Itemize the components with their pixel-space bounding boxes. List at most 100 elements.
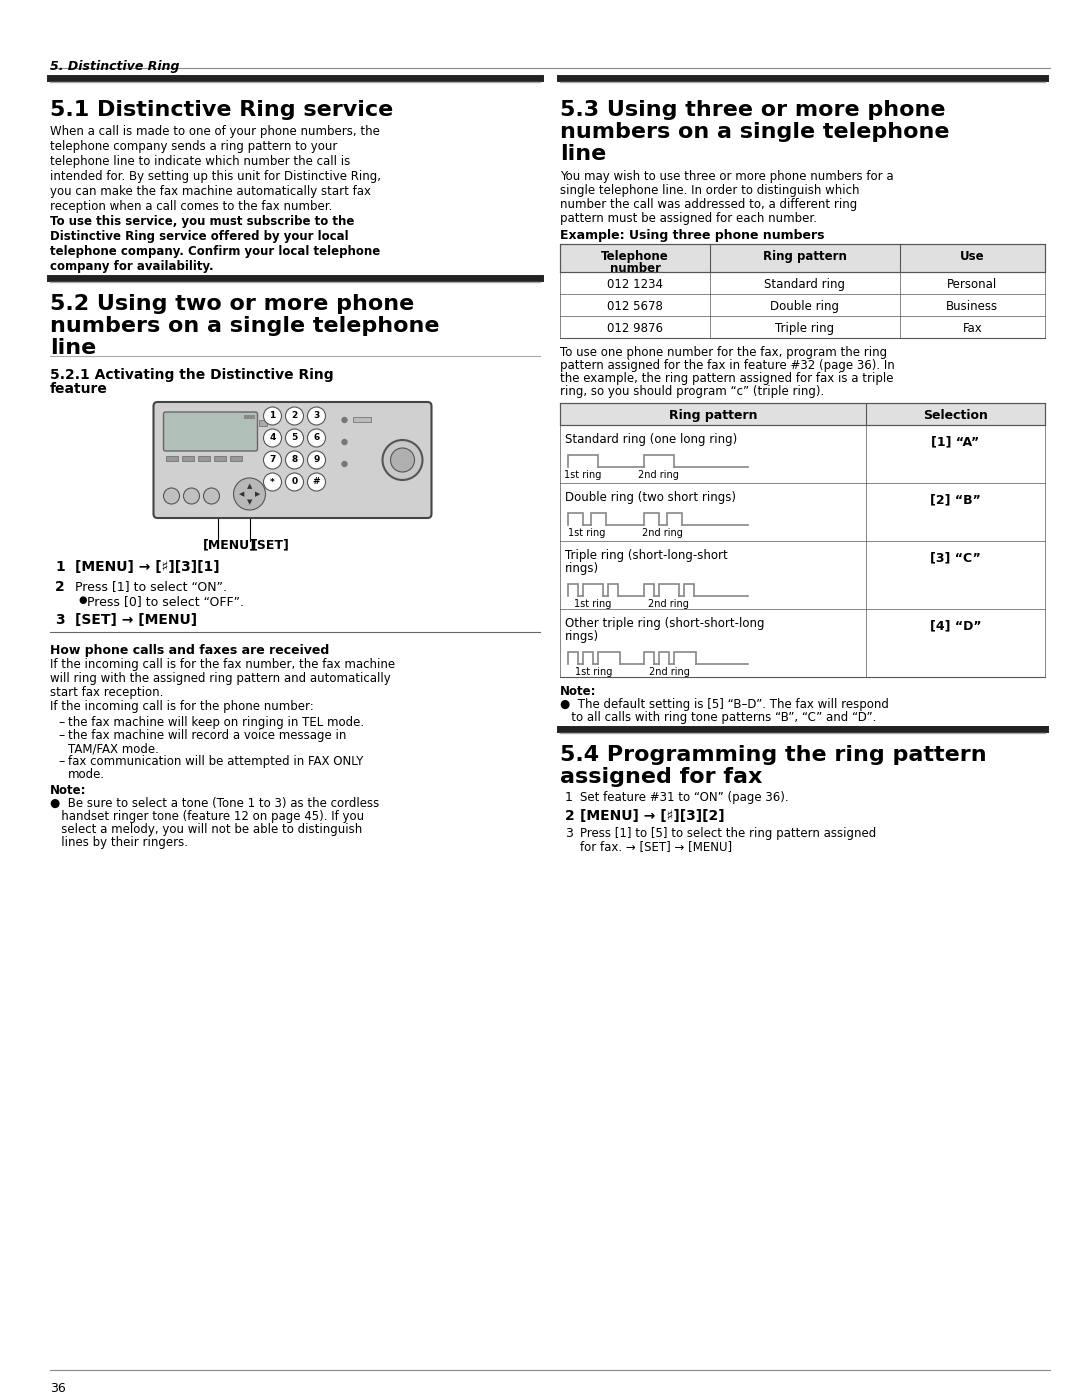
Text: 1st ring: 1st ring xyxy=(576,666,612,678)
Text: ▲: ▲ xyxy=(247,483,253,489)
Bar xyxy=(214,455,226,461)
Text: 2nd ring: 2nd ring xyxy=(638,469,679,481)
Text: 012 5678: 012 5678 xyxy=(607,300,663,313)
Circle shape xyxy=(264,451,282,469)
Circle shape xyxy=(163,488,179,504)
Text: [MENU] → [♯][3][1]: [MENU] → [♯][3][1] xyxy=(75,560,219,574)
Text: the fax machine will record a voice message in: the fax machine will record a voice mess… xyxy=(68,729,347,742)
Text: [1] “A”: [1] “A” xyxy=(931,434,980,448)
Text: To use one phone number for the fax, program the ring: To use one phone number for the fax, pro… xyxy=(561,346,887,359)
Bar xyxy=(561,244,1045,272)
Circle shape xyxy=(285,451,303,469)
Text: –: – xyxy=(58,717,64,729)
FancyBboxPatch shape xyxy=(153,402,432,518)
Circle shape xyxy=(233,478,266,510)
Text: ●  The default setting is [5] “B–D”. The fax will respond: ● The default setting is [5] “B–D”. The … xyxy=(561,698,889,711)
Text: 5.4 Programming the ring pattern: 5.4 Programming the ring pattern xyxy=(561,745,987,766)
Text: [SET]: [SET] xyxy=(252,538,289,550)
Text: numbers on a single telephone: numbers on a single telephone xyxy=(561,122,949,142)
Text: ◀: ◀ xyxy=(239,490,244,497)
Text: *: * xyxy=(270,478,275,486)
Text: will ring with the assigned ring pattern and automatically: will ring with the assigned ring pattern… xyxy=(50,672,391,685)
Text: 9: 9 xyxy=(313,455,320,464)
Text: Press [0] to select “OFF”.: Press [0] to select “OFF”. xyxy=(87,595,244,608)
Text: 5. Distinctive Ring: 5. Distinctive Ring xyxy=(50,60,179,73)
Text: telephone company. Confirm your local telephone: telephone company. Confirm your local te… xyxy=(50,244,380,258)
Text: TAM/FAX mode.: TAM/FAX mode. xyxy=(68,742,159,754)
Circle shape xyxy=(382,440,422,481)
Text: to all calls with ring tone patterns “B”, “C” and “D”.: to all calls with ring tone patterns “B”… xyxy=(561,711,876,724)
Text: Press [1] to [5] to select the ring pattern assigned: Press [1] to [5] to select the ring patt… xyxy=(580,827,876,840)
Text: Personal: Personal xyxy=(947,278,997,291)
Text: Double ring (two short rings): Double ring (two short rings) xyxy=(565,490,735,504)
Bar xyxy=(352,416,370,422)
Text: Standard ring: Standard ring xyxy=(765,278,846,291)
Circle shape xyxy=(308,474,325,490)
Text: Example: Using three phone numbers: Example: Using three phone numbers xyxy=(561,229,824,242)
Text: Note:: Note: xyxy=(50,784,86,798)
Text: –: – xyxy=(58,729,64,742)
Circle shape xyxy=(285,429,303,447)
Text: Triple ring (short-long-short: Triple ring (short-long-short xyxy=(565,549,728,562)
Text: 5.2 Using two or more phone: 5.2 Using two or more phone xyxy=(50,293,415,314)
Circle shape xyxy=(308,451,325,469)
Text: pattern must be assigned for each number.: pattern must be assigned for each number… xyxy=(561,212,816,225)
Text: rings): rings) xyxy=(565,630,599,643)
FancyBboxPatch shape xyxy=(163,412,257,451)
Text: 1: 1 xyxy=(269,412,275,420)
Text: handset ringer tone (feature 12 on page 45). If you: handset ringer tone (feature 12 on page … xyxy=(50,810,364,823)
Text: fax communication will be attempted in FAX ONLY: fax communication will be attempted in F… xyxy=(68,754,363,768)
Circle shape xyxy=(285,474,303,490)
Text: line: line xyxy=(561,144,606,163)
Circle shape xyxy=(308,429,325,447)
Bar xyxy=(165,455,177,461)
Text: You may wish to use three or more phone numbers for a: You may wish to use three or more phone … xyxy=(561,170,893,183)
Circle shape xyxy=(264,474,282,490)
Text: Set feature #31 to “ON” (page 36).: Set feature #31 to “ON” (page 36). xyxy=(580,791,788,805)
Text: 012 1234: 012 1234 xyxy=(607,278,663,291)
Text: #: # xyxy=(313,478,321,486)
Text: 1st ring: 1st ring xyxy=(575,599,611,609)
Text: Standard ring (one long ring): Standard ring (one long ring) xyxy=(565,433,738,446)
Text: 2nd ring: 2nd ring xyxy=(648,599,689,609)
Text: [SET] → [MENU]: [SET] → [MENU] xyxy=(75,613,198,627)
Text: When a call is made to one of your phone numbers, the: When a call is made to one of your phone… xyxy=(50,124,380,138)
Text: 36: 36 xyxy=(50,1382,66,1396)
Text: 0: 0 xyxy=(292,478,298,486)
Text: Telephone: Telephone xyxy=(602,250,669,263)
Bar xyxy=(561,402,1045,425)
Text: start fax reception.: start fax reception. xyxy=(50,686,163,698)
Text: 5.3 Using three or more phone: 5.3 Using three or more phone xyxy=(561,101,945,120)
Text: If the incoming call is for the phone number:: If the incoming call is for the phone nu… xyxy=(50,700,314,712)
Text: If the incoming call is for the fax number, the fax machine: If the incoming call is for the fax numb… xyxy=(50,658,395,671)
Text: Double ring: Double ring xyxy=(770,300,839,313)
Text: reception when a call comes to the fax number.: reception when a call comes to the fax n… xyxy=(50,200,333,212)
Text: Ring pattern: Ring pattern xyxy=(762,250,847,263)
Bar xyxy=(229,455,242,461)
Bar xyxy=(243,415,254,419)
Text: 2: 2 xyxy=(55,580,65,594)
Bar xyxy=(258,420,267,426)
Text: [4] “D”: [4] “D” xyxy=(930,619,981,631)
Text: 3: 3 xyxy=(565,827,572,840)
Text: 5.2.1 Activating the Distinctive Ring: 5.2.1 Activating the Distinctive Ring xyxy=(50,367,334,381)
Text: Other triple ring (short-short-long: Other triple ring (short-short-long xyxy=(565,617,765,630)
Text: telephone company sends a ring pattern to your: telephone company sends a ring pattern t… xyxy=(50,140,337,154)
Text: ●: ● xyxy=(78,595,86,605)
Text: [MENU] → [♯][3][2]: [MENU] → [♯][3][2] xyxy=(580,809,725,823)
Text: Fax: Fax xyxy=(962,321,982,335)
Text: select a melody, you will not be able to distinguish: select a melody, you will not be able to… xyxy=(50,823,362,835)
Text: line: line xyxy=(50,338,96,358)
Text: How phone calls and faxes are received: How phone calls and faxes are received xyxy=(50,644,329,657)
Text: Press [1] to select “ON”.: Press [1] to select “ON”. xyxy=(75,580,227,592)
Text: 1st ring: 1st ring xyxy=(568,528,606,538)
Text: intended for. By setting up this unit for Distinctive Ring,: intended for. By setting up this unit fo… xyxy=(50,170,381,183)
Text: the fax machine will keep on ringing in TEL mode.: the fax machine will keep on ringing in … xyxy=(68,717,364,729)
Text: 2: 2 xyxy=(565,809,575,823)
Text: Business: Business xyxy=(946,300,998,313)
Text: ring, so you should program “c” (triple ring).: ring, so you should program “c” (triple … xyxy=(561,386,824,398)
Text: 012 9876: 012 9876 xyxy=(607,321,663,335)
Text: for fax. → [SET] → [MENU]: for fax. → [SET] → [MENU] xyxy=(580,840,732,854)
Text: 5: 5 xyxy=(292,433,298,443)
Text: [MENU]: [MENU] xyxy=(203,538,256,550)
